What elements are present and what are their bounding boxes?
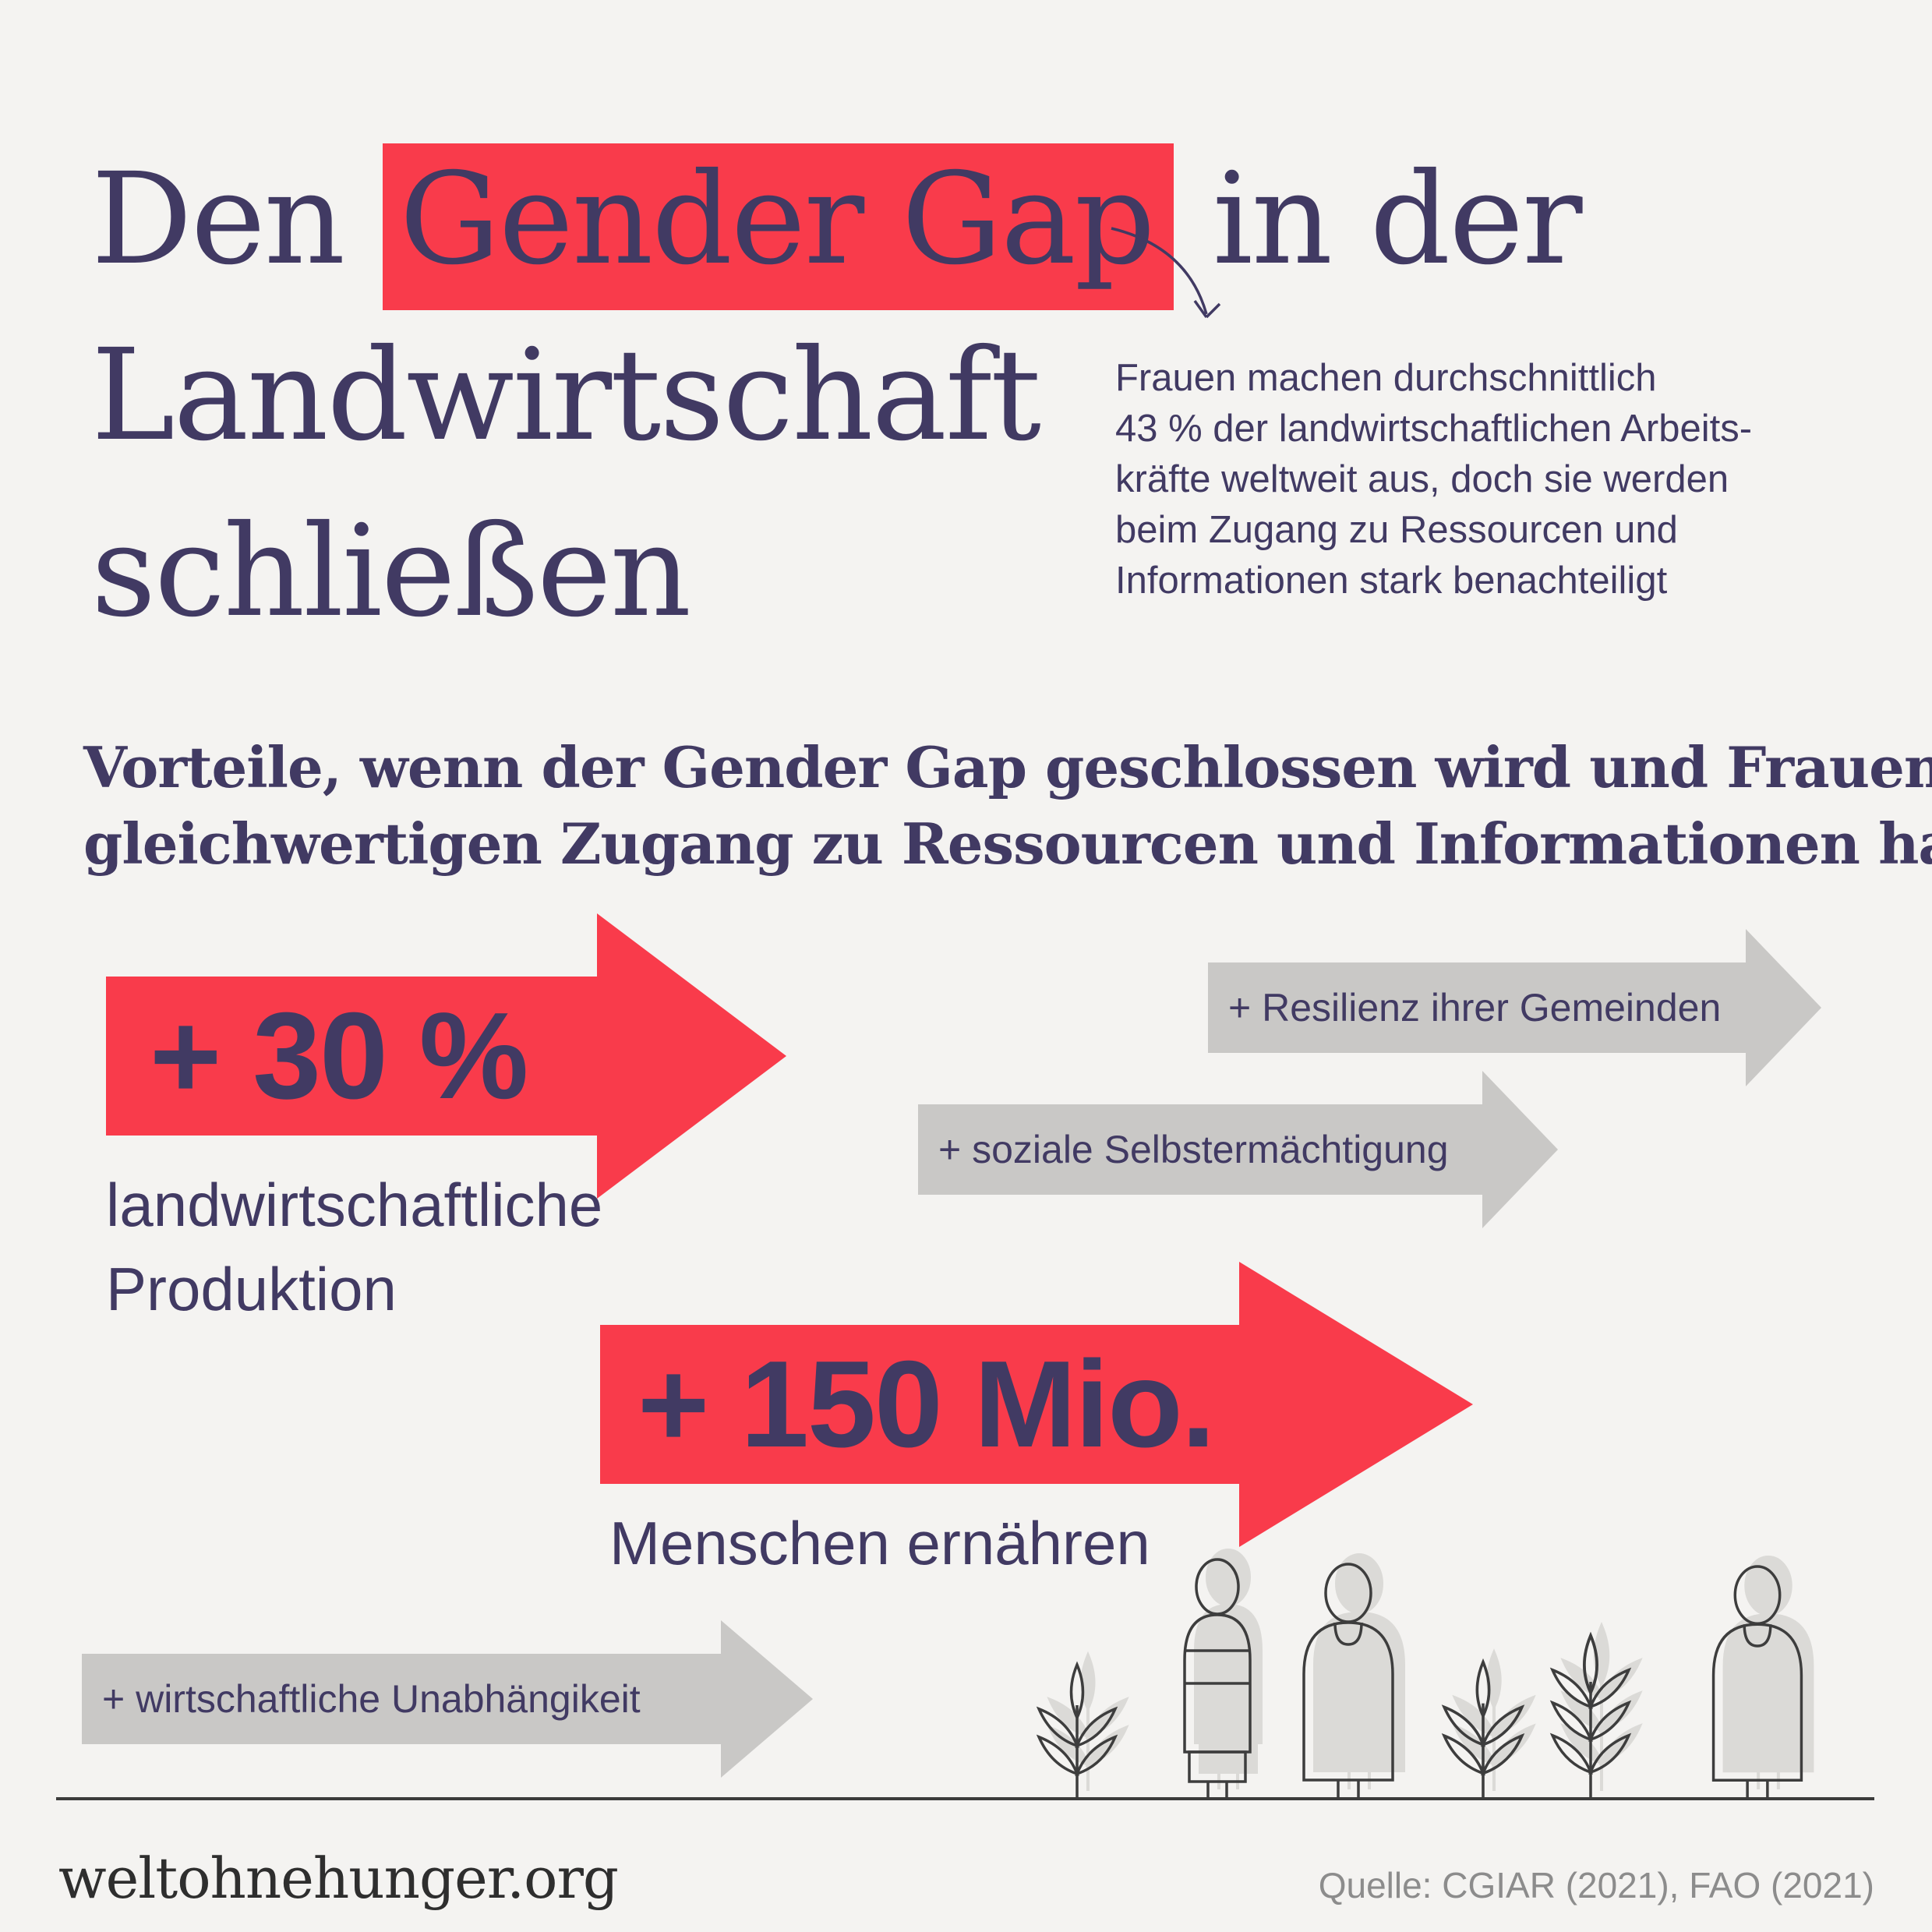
title-highlight: Gender Gap	[382, 143, 1174, 310]
feed-people-arrow-head-icon	[1239, 1262, 1473, 1547]
production-label-line: Produktion	[106, 1255, 397, 1323]
women-and-crops-illustration	[990, 1549, 1814, 1799]
page-title: Den Gender Gap in der Landwirtschaft sch…	[91, 132, 1583, 660]
annotation-line: Frauen machen durchschnittlich	[1115, 357, 1657, 399]
resilience-arrow-head-icon	[1746, 929, 1821, 1086]
curved-pointer-arrow-icon	[1111, 227, 1221, 319]
annotation-line: Informationen stark benachteiligt	[1115, 560, 1668, 602]
production-value: + 30 %	[150, 987, 528, 1125]
economic-independence-label: + wirtschaftliche Unabhängikeit	[102, 1677, 641, 1721]
feed-people-arrow-body: + 150 Mio.	[600, 1325, 1239, 1484]
resilience-arrow-body: + Resilienz ihrer Gemeinden	[1208, 962, 1746, 1053]
production-label-line: landwirtschaftliche	[106, 1171, 603, 1239]
website-text: weltohnehunger.org	[58, 1845, 619, 1911]
subheading: Vorteile, wenn der Gender Gap geschlosse…	[83, 729, 1932, 882]
social-empowerment-label: + soziale Selbstermächtigung	[938, 1128, 1449, 1171]
production-label: landwirtschaftliche Produktion	[106, 1163, 602, 1331]
annotation-text: Frauen machen durchschnittlich 43 % der …	[1115, 353, 1752, 606]
production-arrow-head-icon	[597, 913, 786, 1199]
resilience-arrow: + Resilienz ihrer Gemeinden	[1208, 929, 1821, 1086]
wheat-plant-icon	[1549, 1636, 1633, 1799]
title-suffix: in der	[1174, 146, 1583, 293]
wheat-plant-icon	[1035, 1665, 1119, 1799]
footer-divider	[56, 1797, 1874, 1800]
annotation-line: kräfte weltweit aus, doch sie werden	[1115, 458, 1729, 500]
social-empowerment-arrow-body: + soziale Selbstermächtigung	[918, 1104, 1482, 1195]
subheading-line: gleichwertigen Zugang zu Ressourcen und …	[83, 810, 1932, 877]
annotation-line: 43 % der landwirtschaftlichen Arbeits-	[1115, 408, 1753, 450]
annotation-line: beim Zugang zu Ressourcen und	[1115, 509, 1678, 551]
title-line-1: Den Gender Gap in der	[91, 132, 1583, 310]
production-arrow: + 30 %	[106, 913, 786, 1199]
title-prefix: Den	[91, 146, 383, 293]
production-arrow-body: + 30 %	[106, 977, 597, 1136]
feed-people-label-line: Menschen ernähren	[609, 1509, 1150, 1577]
wheat-shadow	[1451, 1653, 1537, 1791]
feed-people-arrow: + 150 Mio.	[600, 1262, 1473, 1547]
title-line-2: Landwirtschaft	[91, 322, 1041, 469]
resilience-label: + Resilienz ihrer Gemeinden	[1228, 986, 1722, 1030]
economic-independence-arrow: + wirtschaftliche Unabhängikeit	[82, 1620, 813, 1778]
social-empowerment-arrow: + soziale Selbstermächtigung	[918, 1071, 1558, 1228]
wheat-plant-icon	[1440, 1662, 1526, 1799]
economic-independence-arrow-body: + wirtschaftliche Unabhängikeit	[82, 1654, 721, 1744]
feed-people-label: Menschen ernähren	[609, 1501, 1150, 1585]
economic-independence-arrow-head-icon	[721, 1620, 813, 1778]
feed-people-value: + 150 Mio.	[638, 1335, 1216, 1473]
woman-shadow	[1722, 1556, 1814, 1791]
wheat-shadow	[1046, 1655, 1130, 1791]
source-citation: Quelle: CGIAR (2021), FAO (2021)	[1318, 1865, 1874, 1906]
woman-shadow	[1313, 1553, 1405, 1791]
title-line-3: schließen	[91, 498, 691, 645]
social-empowerment-arrow-head-icon	[1482, 1071, 1558, 1228]
subheading-line: Vorteile, wenn der Gender Gap geschlosse…	[83, 733, 1932, 800]
